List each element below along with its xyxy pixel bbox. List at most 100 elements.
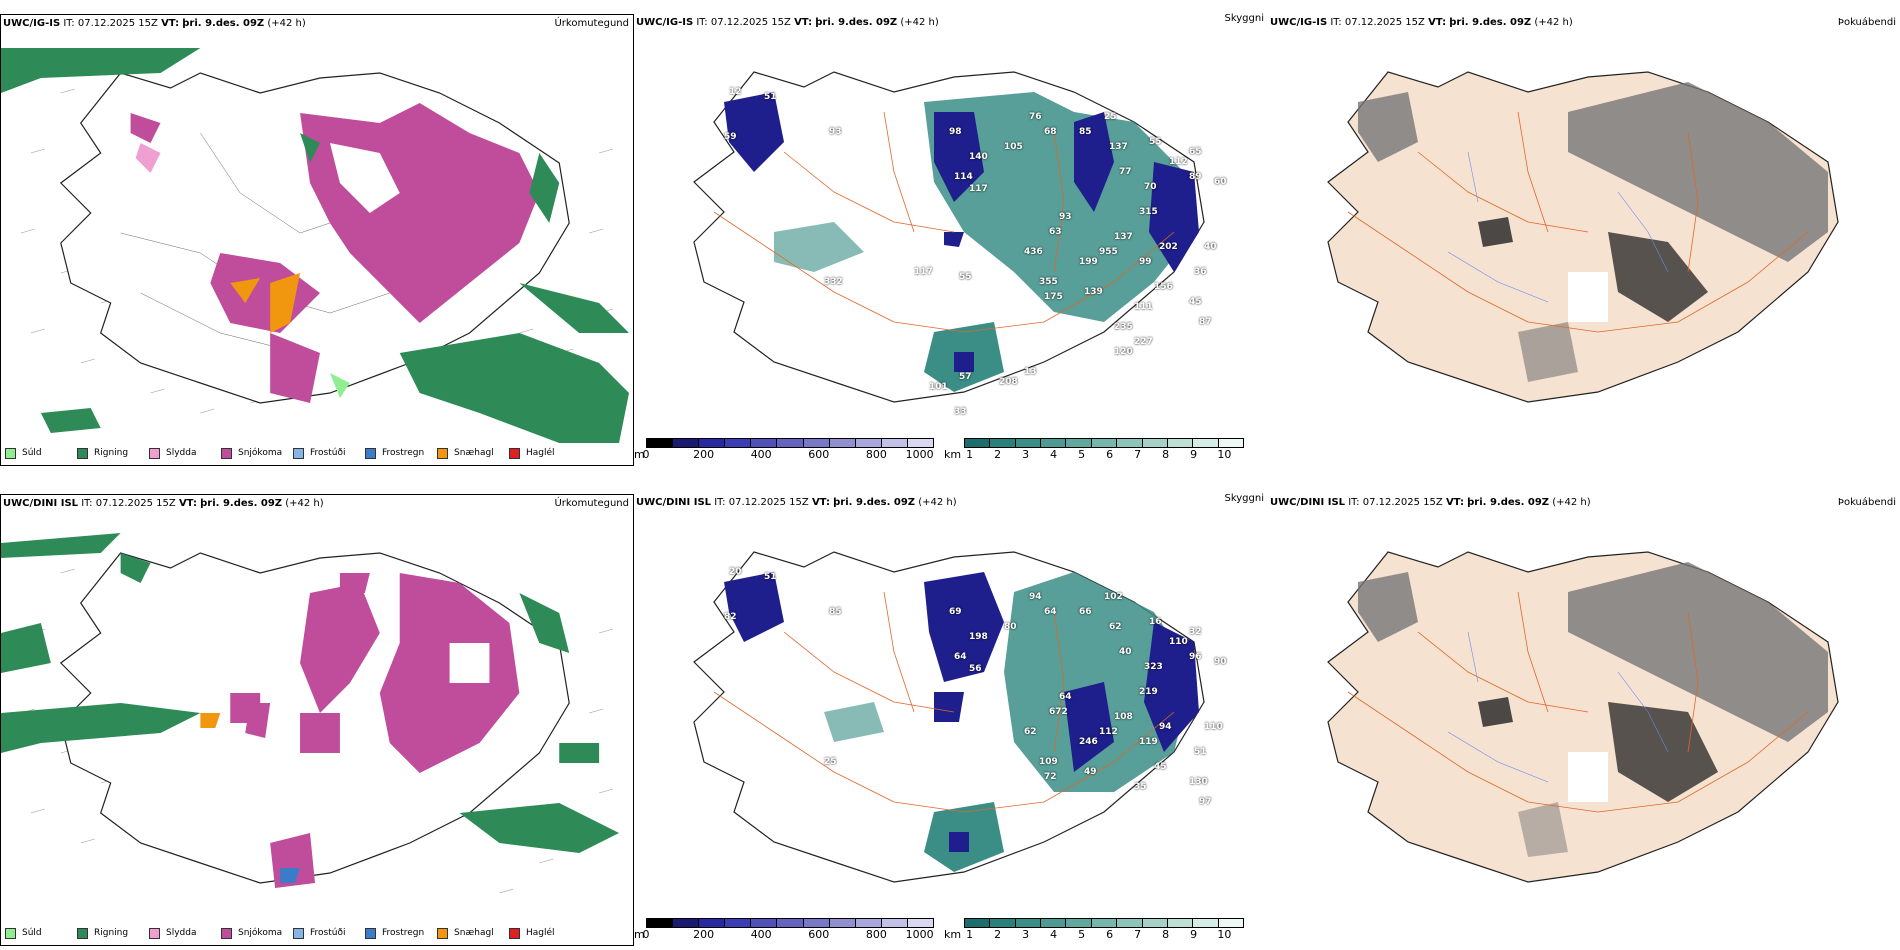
visibility-header-row1: UWC/IG-IS IT: 07.12.2025 15Z VT: þri. 9.…: [636, 13, 1264, 30]
vt-label: VT:: [1445, 497, 1464, 508]
init-time: 07.12.2025 15Z: [728, 497, 809, 508]
colorbar-swatch: [1041, 919, 1067, 927]
colorbar-swatch: [803, 919, 830, 927]
fog-panel-row1: UWC/IG-IS IT: 07.12.2025 15Z VT: þri. 9.…: [1268, 14, 1900, 466]
legend-label: Slydda: [166, 448, 197, 458]
tick-label: 6: [1106, 448, 1114, 461]
colorbar-ticks: 0 200 400 600 800 1000: [642, 448, 934, 462]
legend-swatch: [221, 927, 232, 939]
colorbar-swatch: [647, 439, 674, 447]
colorbar-swatch: [1117, 439, 1143, 447]
legend-item: Snjókoma: [221, 447, 293, 459]
legend-label: Frostregn: [382, 448, 425, 458]
colorbar-unit: m: [634, 448, 645, 461]
legend-label: Haglél: [526, 928, 555, 938]
colorbar-swatch: [1218, 439, 1243, 447]
it-label: IT:: [81, 498, 93, 509]
colorbar-swatch: [1167, 439, 1194, 447]
colorbar-swatch: [990, 439, 1016, 447]
colorbar-swatch: [1015, 919, 1042, 927]
colorbar-swatch: [907, 919, 934, 927]
colorbar-swatch: [965, 919, 991, 927]
tick-label: 4: [1050, 928, 1058, 941]
visibility-map-row1: [634, 32, 1268, 432]
colorbar-unit: km: [944, 448, 962, 461]
colorbar-swatch: [1015, 439, 1042, 447]
colorbar-swatch: [751, 439, 778, 447]
precip-fields: [1, 48, 630, 443]
precip-map-row1: [1, 33, 633, 443]
it-label: IT:: [696, 17, 708, 28]
legend-item: Súld: [5, 447, 77, 459]
model-name: UWC/IG-IS: [1270, 17, 1328, 28]
fog-panel-row2: UWC/DINI ISL IT: 07.12.2025 15Z VT: þri.…: [1268, 494, 1900, 946]
visibility-colorbar-km-row2: km 1 2 3 4 5 6 7 8 9 10: [944, 918, 1244, 944]
legend-item: Slydda: [149, 447, 221, 459]
tick-label: 10: [1217, 448, 1232, 461]
tick-label: 9: [1190, 928, 1198, 941]
tick-label: 800: [865, 928, 887, 941]
tick-label: 2: [994, 928, 1002, 941]
vt-label: VT:: [811, 497, 830, 508]
valid-time: þri. 9.des. 09Z: [815, 17, 898, 28]
tick-label: 600: [808, 448, 830, 461]
precip-map-svg: [1, 48, 630, 443]
init-time: 07.12.2025 15Z: [95, 498, 176, 509]
tick-label: 200: [693, 448, 715, 461]
legend-label: Frostúði: [310, 928, 346, 938]
colorbar-swatch: [647, 919, 674, 927]
precip-header-row1: UWC/IG-IS IT: 07.12.2025 15Z VT: þri. 9.…: [3, 17, 629, 31]
valid-time: þri. 9.des. 09Z: [833, 497, 916, 508]
legend-item: Rigning: [77, 927, 149, 939]
legend-label: Frostregn: [382, 928, 425, 938]
colorbar-swatch: [881, 439, 908, 447]
legend-swatch: [509, 447, 520, 459]
fog-header-row1: UWC/IG-IS IT: 07.12.2025 15Z VT: þri. 9.…: [1270, 16, 1896, 30]
it-label: IT:: [1348, 497, 1360, 508]
model-name: UWC/DINI ISL: [636, 497, 712, 508]
fog-map-row1: [1268, 32, 1900, 432]
colorbar-swatch: [829, 439, 856, 447]
valid-time: þri. 9.des. 09Z: [1449, 17, 1532, 28]
colorbar-swatch: [1142, 439, 1168, 447]
colorbar-swatch: [699, 919, 726, 927]
colorbar-swatch: [1167, 919, 1194, 927]
tick-label: 1000: [905, 928, 934, 941]
legend-label: Rigning: [94, 928, 129, 938]
visibility-fields: [724, 92, 1199, 392]
visibility-map-row2: [634, 512, 1268, 912]
vt-label: VT:: [1428, 17, 1447, 28]
lead-time: (+42 h): [1552, 497, 1591, 508]
legend-item: Frostúði: [293, 447, 365, 459]
colorbar-swatch: [1091, 439, 1118, 447]
legend-swatch: [437, 447, 448, 459]
legend-swatch: [149, 447, 160, 459]
legend-item: Súld: [5, 927, 77, 939]
roads-overlay: [1347, 111, 1809, 333]
init-time: 07.12.2025 15Z: [77, 18, 158, 29]
colorbar-swatch: [965, 439, 991, 447]
lead-time: (+42 h): [918, 497, 957, 508]
tick-label: 6: [1106, 928, 1114, 941]
legend-swatch: [365, 447, 376, 459]
model-name: UWC/DINI ISL: [1270, 497, 1346, 508]
vt-label: VT:: [794, 17, 813, 28]
legend-swatch: [77, 447, 88, 459]
rivers-overlay: [1447, 151, 1669, 303]
vt-label: VT:: [161, 18, 180, 29]
precip-panel-row2: UWC/DINI ISL IT: 07.12.2025 15Z VT: þri.…: [0, 494, 634, 946]
init-time: 07.12.2025 15Z: [1344, 17, 1425, 28]
colorbar-km: [964, 438, 1244, 448]
visibility-map-svg: [693, 551, 1205, 883]
legend-label: Snjókoma: [238, 448, 283, 458]
legend-label: Snæhagl: [454, 448, 494, 458]
legend-item: Rigning: [77, 447, 149, 459]
colorbar-m: [646, 918, 934, 928]
tick-label: 600: [808, 928, 830, 941]
colorbar-m: [646, 438, 934, 448]
precip-header-row2: UWC/DINI ISL IT: 07.12.2025 15Z VT: þri.…: [3, 497, 629, 511]
legend-swatch: [5, 927, 16, 939]
tick-label: 0: [642, 448, 650, 461]
model-name: UWC/DINI ISL: [3, 498, 79, 509]
colorbar-swatch: [881, 919, 908, 927]
